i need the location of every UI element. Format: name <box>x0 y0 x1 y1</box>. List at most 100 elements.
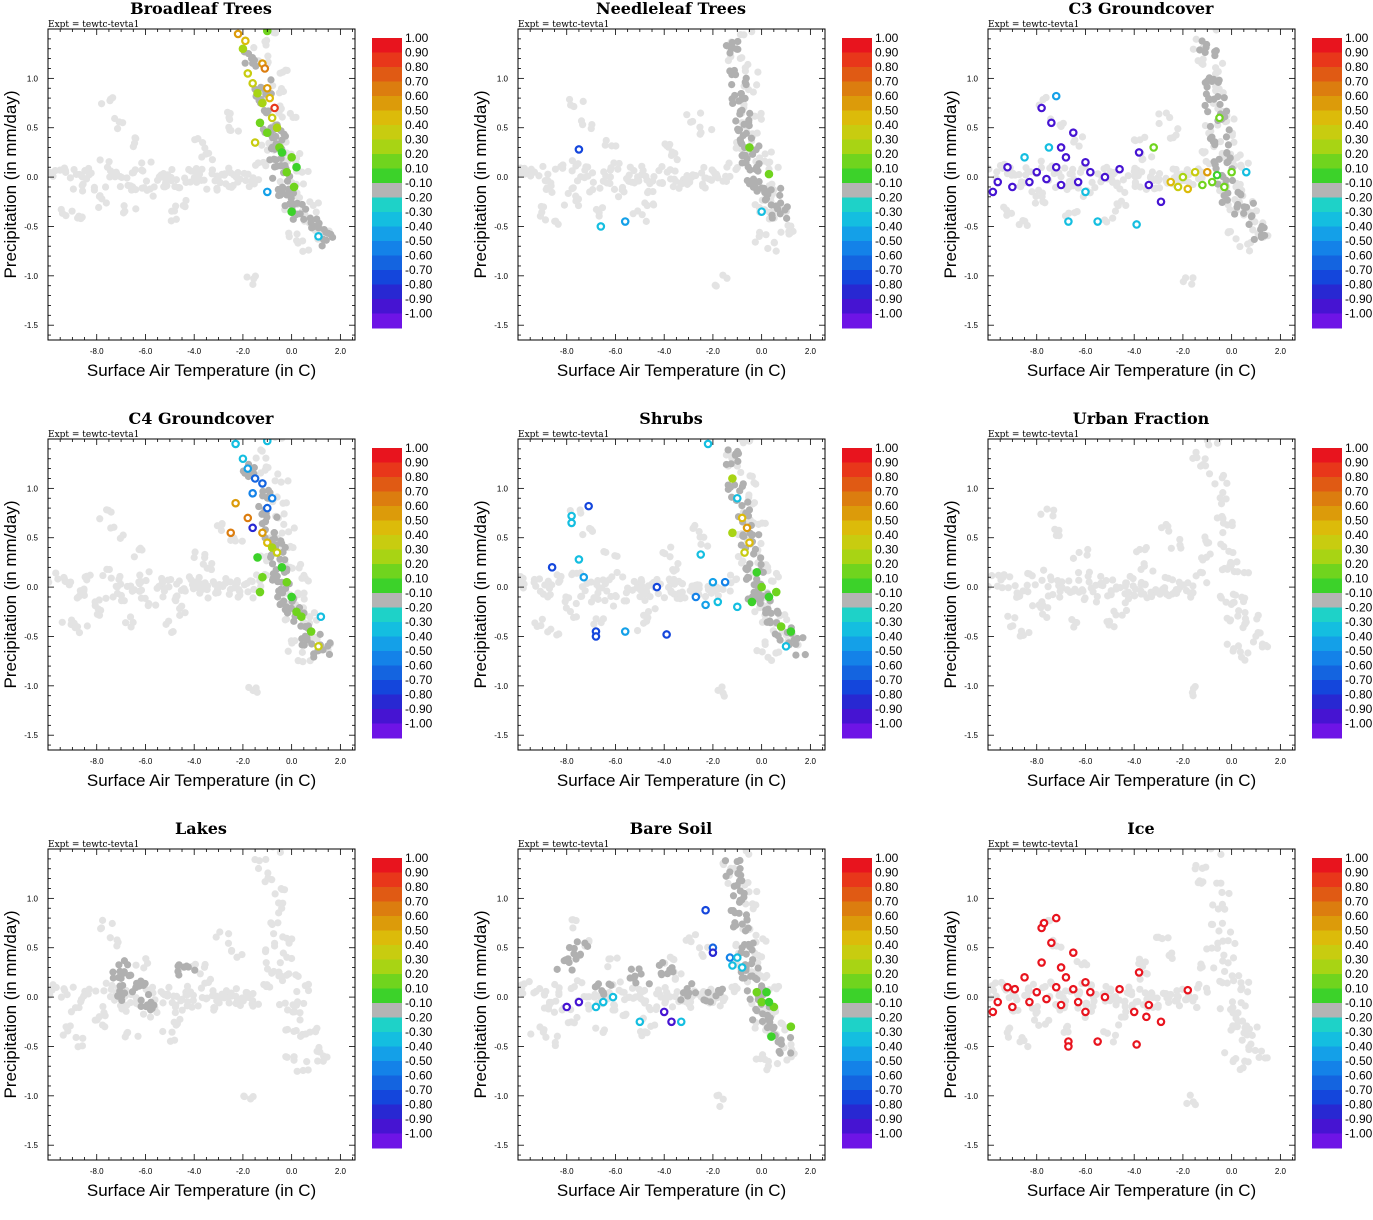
colorbar-segment <box>1312 477 1342 492</box>
colorbar-segment <box>372 52 402 68</box>
x-tick-label: -2.0 <box>706 757 720 766</box>
background-point <box>116 534 124 542</box>
background-point <box>239 997 247 1005</box>
data-point <box>262 538 272 547</box>
background-point <box>285 229 293 237</box>
data-point <box>720 577 730 587</box>
neutral-point <box>281 543 289 552</box>
colorbar-segment <box>372 549 402 565</box>
data-point <box>708 577 718 587</box>
chart-title: Bare Soil <box>630 819 712 838</box>
data-point <box>1064 1042 1073 1051</box>
colorbar-label: -0.30 <box>875 1025 903 1039</box>
colorbar-segment <box>372 168 402 184</box>
background-point <box>654 590 662 598</box>
data-point <box>659 1007 669 1017</box>
neutral-point <box>1202 90 1210 98</box>
background-point <box>592 615 600 623</box>
background-point <box>1074 1004 1082 1012</box>
background-point <box>1131 178 1140 186</box>
neutral-point <box>1220 94 1228 102</box>
colorbar-label: -1.00 <box>1345 307 1373 321</box>
background-point <box>1223 640 1231 648</box>
background-point <box>579 531 587 539</box>
background-point <box>1218 888 1226 897</box>
colorbar-label: -0.80 <box>1345 688 1373 702</box>
background-point <box>1127 988 1136 996</box>
y-tick-label: 0.0 <box>497 993 509 1002</box>
colorbar-segment <box>842 651 872 666</box>
colorbar-label: 0.70 <box>405 75 429 89</box>
data-point <box>701 905 710 915</box>
background-point <box>668 1003 677 1011</box>
data-point <box>314 232 323 241</box>
neutral-point <box>751 183 759 191</box>
background-point <box>270 930 278 938</box>
data-point <box>696 550 706 559</box>
x-axis-label: Surface Air Temperature (in C) <box>87 771 316 790</box>
background-point <box>48 988 51 996</box>
data-point <box>1008 1002 1017 1012</box>
neutral-point <box>1247 212 1256 221</box>
background-point <box>1119 176 1127 184</box>
colorbar-label: 0.70 <box>1345 895 1369 909</box>
background-point <box>1139 155 1147 163</box>
background-point <box>1233 558 1241 566</box>
background-point <box>262 946 270 954</box>
background-point <box>1205 441 1213 449</box>
colorbar-label: -0.70 <box>405 1083 433 1097</box>
data-point <box>662 630 671 639</box>
data-point <box>258 98 267 108</box>
background-point <box>676 595 684 603</box>
background-point <box>170 992 178 1000</box>
background-point <box>172 176 181 184</box>
background-point <box>201 960 209 969</box>
colorbar-segment <box>372 622 402 637</box>
background-point <box>752 480 760 488</box>
colorbar-segment <box>1312 694 1342 710</box>
background-point <box>177 997 185 1005</box>
background-point <box>616 978 624 986</box>
background-point <box>1180 581 1188 589</box>
background-point <box>610 1006 618 1014</box>
neutral-point <box>734 45 742 53</box>
background-point <box>758 648 766 656</box>
background-point <box>293 1067 301 1075</box>
background-point <box>262 454 270 462</box>
colorbar-label: 1.00 <box>875 441 899 455</box>
neutral-point <box>1223 149 1231 157</box>
background-point <box>1110 607 1118 615</box>
colorbar-label: -0.80 <box>875 1098 903 1112</box>
background-point <box>1227 561 1235 569</box>
expt-label: Expt = tewtc-tevta1 <box>988 20 1079 30</box>
data-point <box>1220 182 1229 192</box>
background-point <box>1234 568 1242 576</box>
colorbar-segment <box>842 723 872 739</box>
colorbar-segment <box>842 81 872 97</box>
background-point <box>158 574 166 583</box>
background-point <box>1229 1003 1237 1012</box>
background-point <box>95 596 103 604</box>
colorbar-label: -0.80 <box>875 278 903 292</box>
background-point <box>1134 997 1142 1006</box>
background-point <box>678 588 686 596</box>
neutral-point <box>745 116 753 124</box>
background-point <box>626 163 634 171</box>
data-point <box>1134 148 1144 157</box>
background-point <box>1165 998 1173 1007</box>
background-point <box>993 582 1002 590</box>
colorbar-label: -0.30 <box>405 205 433 219</box>
background-point <box>561 598 569 606</box>
neutral-point <box>752 1005 760 1013</box>
background-point <box>152 601 160 609</box>
neutral-point <box>645 980 653 988</box>
colorbar-label: 0.70 <box>1345 485 1369 499</box>
neutral-point <box>307 219 315 227</box>
background-point <box>695 944 704 952</box>
background-point <box>1235 607 1243 615</box>
background-point <box>1249 638 1258 646</box>
chart-title: Shrubs <box>639 409 702 428</box>
neutral-point <box>783 214 791 222</box>
background-point <box>1241 1057 1249 1065</box>
colorbar-segment <box>372 887 402 902</box>
